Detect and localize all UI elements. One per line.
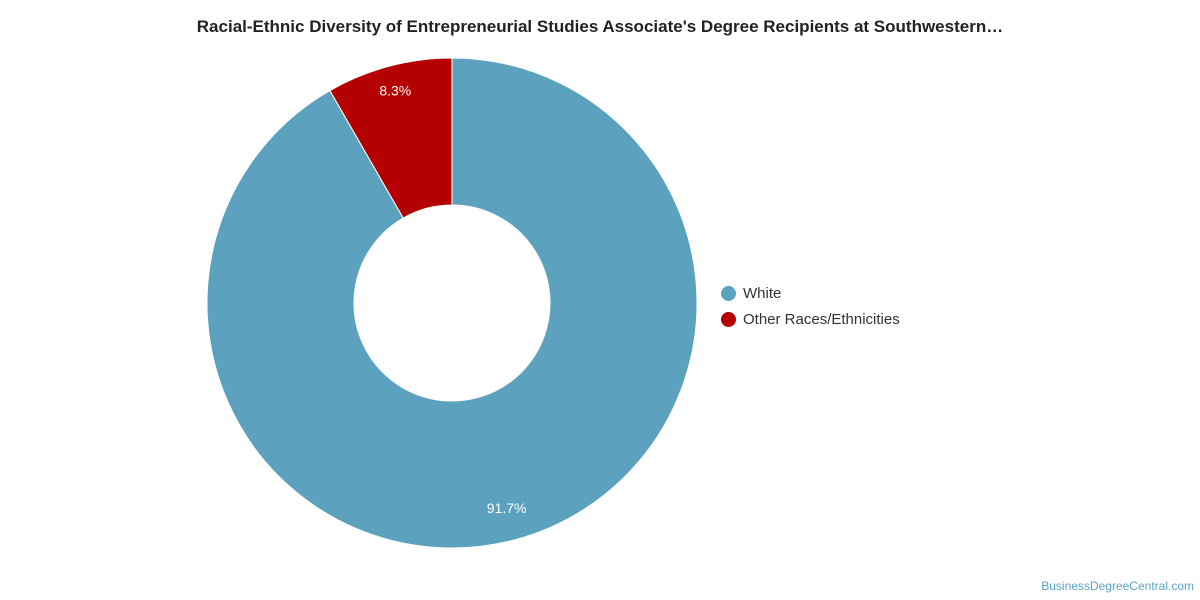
legend-label: White: [743, 284, 782, 302]
legend-item[interactable]: Other Races/Ethnicities: [721, 306, 900, 332]
slice-other-races-ethnicities[interactable]: [329, 57, 453, 219]
slice-label: 91.7%: [487, 500, 527, 516]
chart-title: Racial-Ethnic Diversity of Entrepreneuri…: [196, 17, 1004, 36]
slice-label: 8.3%: [379, 82, 411, 98]
legend-swatch: [721, 311, 736, 327]
legend-item[interactable]: White: [721, 280, 900, 306]
slice-white[interactable]: [206, 57, 698, 549]
legend-swatch: [721, 285, 736, 301]
legend: White Other Races/Ethnicities: [721, 280, 900, 332]
legend-label: Other Races/Ethnicities: [743, 310, 900, 328]
site-watermark[interactable]: BusinessDegreeCentral.com: [1041, 579, 1194, 593]
